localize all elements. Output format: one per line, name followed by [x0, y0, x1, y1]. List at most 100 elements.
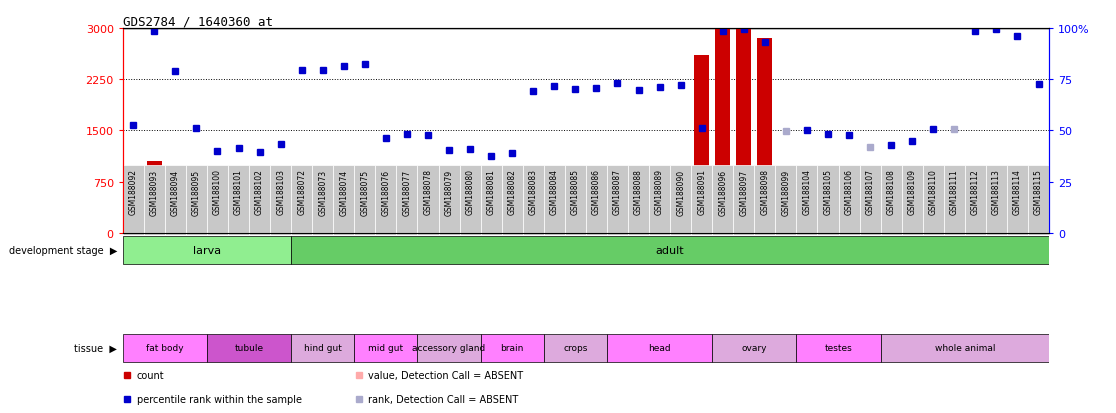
Bar [859, 166, 881, 235]
Bar [334, 166, 355, 235]
Bar [378, 230, 393, 233]
Text: GSM188111: GSM188111 [950, 169, 959, 215]
Text: GSM188074: GSM188074 [339, 169, 348, 215]
Bar [439, 166, 460, 235]
Bar [565, 166, 586, 235]
Bar [355, 166, 375, 235]
Bar [733, 166, 754, 235]
Text: count: count [136, 370, 164, 380]
Text: GSM188098: GSM188098 [760, 169, 769, 215]
Text: adult: adult [656, 245, 684, 255]
Text: GDS2784 / 1640360_at: GDS2784 / 1640360_at [123, 15, 272, 28]
Bar [797, 334, 881, 363]
Bar [1028, 166, 1049, 235]
Bar [147, 162, 162, 233]
Bar [273, 230, 288, 233]
Bar [670, 166, 691, 235]
Bar [526, 230, 540, 233]
Text: rank, Detection Call = ABSENT: rank, Detection Call = ABSENT [368, 394, 519, 404]
Bar [881, 166, 902, 235]
Text: GSM188115: GSM188115 [1035, 169, 1043, 215]
Bar [295, 225, 309, 233]
Text: head: head [648, 344, 671, 353]
Text: GSM188077: GSM188077 [403, 169, 412, 215]
Bar [776, 166, 797, 235]
Text: GSM188090: GSM188090 [676, 169, 685, 215]
Bar [607, 166, 628, 235]
Bar [206, 334, 291, 363]
Bar [694, 56, 709, 233]
Text: GSM188100: GSM188100 [213, 169, 222, 215]
Bar [779, 230, 793, 233]
Bar [712, 166, 733, 235]
Text: GSM188080: GSM188080 [465, 169, 474, 215]
Text: GSM188076: GSM188076 [382, 169, 391, 215]
Text: GSM188105: GSM188105 [824, 169, 833, 215]
Text: GSM188082: GSM188082 [508, 169, 517, 215]
Text: GSM188089: GSM188089 [655, 169, 664, 215]
Text: GSM188108: GSM188108 [886, 169, 896, 215]
Text: GSM188073: GSM188073 [318, 169, 327, 215]
Text: mid gut: mid gut [368, 344, 404, 353]
Text: GSM188107: GSM188107 [866, 169, 875, 215]
Bar [463, 222, 478, 233]
Text: fat body: fat body [146, 344, 184, 353]
Text: GSM188093: GSM188093 [150, 169, 158, 215]
Bar [758, 39, 772, 233]
Bar [628, 166, 650, 235]
Text: crops: crops [564, 344, 587, 353]
Text: GSM188078: GSM188078 [423, 169, 433, 215]
Text: tissue  ▶: tissue ▶ [75, 343, 117, 353]
Bar [715, 29, 730, 233]
Bar [481, 334, 543, 363]
Text: GSM188106: GSM188106 [845, 169, 854, 215]
Text: GSM188110: GSM188110 [929, 169, 937, 215]
Bar [291, 334, 354, 363]
Bar [607, 334, 712, 363]
Bar [252, 230, 267, 233]
Bar [481, 166, 502, 235]
Bar [817, 166, 838, 235]
Bar [1031, 198, 1046, 233]
Bar [502, 166, 522, 235]
Bar [123, 236, 291, 265]
Bar [355, 334, 417, 363]
Bar [754, 166, 776, 235]
Bar [417, 166, 439, 235]
Bar [484, 230, 499, 233]
Bar [547, 230, 561, 233]
Bar [291, 166, 312, 235]
Bar [169, 229, 183, 233]
Bar [799, 229, 815, 233]
Text: GSM188084: GSM188084 [550, 169, 559, 215]
Bar [905, 230, 920, 233]
Text: GSM188079: GSM188079 [444, 169, 453, 215]
Text: development stage  ▶: development stage ▶ [9, 245, 117, 255]
Bar [312, 166, 334, 235]
Text: GSM188095: GSM188095 [192, 169, 201, 215]
Bar [400, 230, 414, 233]
Bar [737, 29, 751, 233]
Bar [838, 166, 859, 235]
Text: brain: brain [501, 344, 523, 353]
Bar [923, 166, 944, 235]
Bar [543, 166, 565, 235]
Bar [610, 231, 625, 233]
Text: GSM188087: GSM188087 [613, 169, 622, 215]
Bar [985, 166, 1007, 235]
Text: GSM188075: GSM188075 [360, 169, 369, 215]
Bar [1010, 191, 1024, 233]
Bar [652, 230, 667, 233]
Bar [123, 334, 206, 363]
Bar [902, 166, 923, 235]
Text: GSM188085: GSM188085 [571, 169, 580, 215]
Bar [650, 166, 670, 235]
Bar [691, 166, 712, 235]
Text: GSM188094: GSM188094 [171, 169, 180, 215]
Text: tubule: tubule [234, 344, 263, 353]
Text: whole animal: whole animal [934, 344, 995, 353]
Bar [123, 166, 144, 235]
Bar [357, 229, 373, 233]
Text: GSM188113: GSM188113 [992, 169, 1001, 215]
Bar [504, 221, 520, 233]
